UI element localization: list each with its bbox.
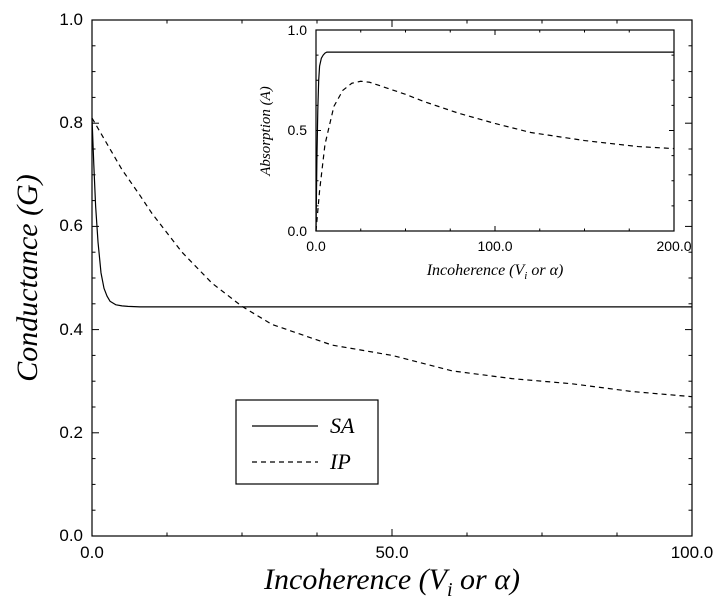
main-ytick-label: 0.8 <box>59 113 83 132</box>
inset-plot: 0.0 0.5 1.0 0.0 100.0 200.0 Absorption (… <box>258 22 692 282</box>
main-ytick-label: 0.2 <box>59 423 83 442</box>
main-series-group <box>91 117 693 398</box>
main-x-axis-label-v: V <box>429 563 451 596</box>
inset-xtick-label: 100.0 <box>477 238 512 254</box>
inset-x-axis-label-tail: or α) <box>527 262 563 279</box>
main-y-axis-label: Conductance (G) <box>11 174 44 381</box>
inset-xtick-label: 0.0 <box>306 238 326 254</box>
main-xtick-label: 0.0 <box>80 543 104 562</box>
legend-label-ip: IP <box>329 449 351 474</box>
main-ytick-label: 0.0 <box>59 526 83 545</box>
main-series-sa-line <box>91 118 692 308</box>
main-x-axis-label-head: Incoherence ( <box>263 563 431 596</box>
main-xtick-label: 50.0 <box>375 543 408 562</box>
main-series-ip-line <box>91 117 693 398</box>
inset-series-ip-line <box>315 80 675 232</box>
inset-x-axis-label-v: V <box>515 262 527 279</box>
inset-ytick-label: 0.0 <box>288 223 308 239</box>
inset-series-group <box>315 51 675 232</box>
legend-label-sa: SA <box>330 413 355 438</box>
inset-plot-frame <box>315 29 675 232</box>
main-x-axis-label: Incoherence (Vi or α) <box>263 563 520 598</box>
inset-ytick-label: 0.5 <box>288 122 308 138</box>
main-ytick-label: 1.0 <box>59 10 83 29</box>
inset-x-axis-label: Incoherence (Vi or α) <box>426 262 564 282</box>
main-plot: 0.0 0.2 0.4 0.6 0.8 1.0 0.0 50.0 100.0 C… <box>11 10 713 598</box>
inset-y-axis-label: Absorption (A) <box>258 86 274 177</box>
legend-box <box>235 399 379 485</box>
inset-series-sa-line <box>315 51 674 232</box>
main-xtick-label: 100.0 <box>671 543 714 562</box>
inset-x-axis-label-subscript: i <box>524 270 527 282</box>
main-x-axis-label-subscript: i <box>447 579 453 598</box>
inset-ytick-label: 1.0 <box>288 22 308 38</box>
main-ytick-label: 0.6 <box>59 216 83 235</box>
main-tick-marks <box>91 19 693 537</box>
main-x-axis-label-tail: or α) <box>453 563 520 596</box>
inset-x-axis-label-head: Incoherence ( <box>426 262 516 279</box>
inset-xtick-label: 200.0 <box>656 238 691 254</box>
main-ytick-label: 0.4 <box>59 320 83 339</box>
legend: SA IP <box>235 399 379 485</box>
